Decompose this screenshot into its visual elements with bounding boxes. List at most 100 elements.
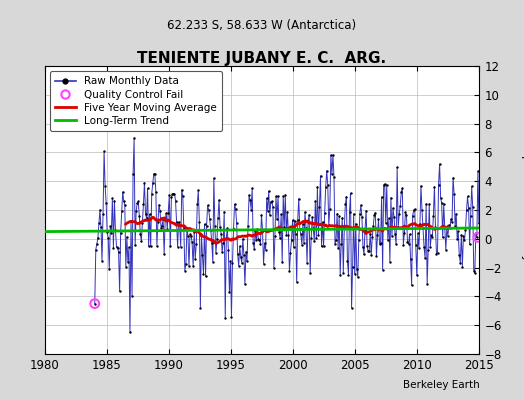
Point	[329, 152, 337, 158]
Point	[312, 235, 321, 241]
Point	[130, 135, 138, 141]
Point	[186, 231, 194, 238]
Point	[392, 241, 400, 247]
Point	[341, 201, 350, 208]
Point	[216, 224, 224, 230]
Point	[164, 210, 172, 216]
Point	[228, 260, 237, 266]
Point	[103, 229, 112, 236]
Point	[321, 210, 329, 217]
Point	[361, 226, 369, 233]
Point	[435, 161, 444, 167]
Point	[214, 215, 222, 221]
Point	[237, 260, 246, 266]
Point	[378, 267, 387, 273]
Point	[156, 207, 164, 214]
Point	[306, 270, 314, 276]
Point	[109, 245, 117, 251]
Point	[206, 226, 215, 233]
Point	[419, 225, 427, 232]
Point	[139, 201, 148, 207]
Point	[93, 241, 101, 247]
Point	[310, 238, 319, 245]
Point	[131, 242, 139, 248]
Point	[196, 304, 204, 311]
Point	[335, 213, 343, 220]
Point	[387, 194, 395, 201]
Point	[405, 241, 413, 247]
Point	[326, 152, 335, 158]
Point	[248, 185, 256, 192]
Y-axis label: Temperature Anomaly (°C): Temperature Anomaly (°C)	[521, 131, 524, 289]
Point	[347, 305, 356, 311]
Point	[261, 246, 270, 253]
Point	[441, 224, 449, 231]
Point	[274, 193, 282, 200]
Point	[340, 224, 348, 230]
Point	[363, 243, 372, 249]
Point	[208, 239, 216, 246]
Point	[224, 246, 233, 253]
Point	[280, 224, 288, 230]
Point	[395, 211, 403, 217]
Point	[375, 240, 384, 247]
Point	[398, 185, 407, 192]
Point	[418, 207, 426, 214]
Point	[264, 208, 272, 214]
Point	[301, 209, 309, 215]
Point	[446, 225, 454, 231]
Point	[94, 235, 102, 241]
Point	[254, 236, 263, 243]
Point	[204, 206, 213, 213]
Point	[193, 201, 201, 208]
Point	[176, 221, 184, 228]
Point	[194, 187, 202, 194]
Text: 62.233 S, 58.633 W (Antarctica): 62.233 S, 58.633 W (Antarctica)	[168, 20, 356, 32]
Point	[244, 223, 252, 229]
Point	[99, 211, 107, 217]
Point	[459, 233, 467, 239]
Point	[235, 262, 243, 269]
Point	[323, 182, 332, 188]
Point	[96, 207, 104, 213]
Point	[222, 235, 231, 242]
Point	[364, 248, 373, 255]
Point	[215, 197, 223, 203]
Point	[344, 271, 353, 278]
Point	[294, 196, 303, 202]
Point	[148, 191, 156, 197]
Point	[339, 270, 347, 276]
Point	[154, 219, 162, 226]
Point	[462, 207, 471, 213]
Point	[309, 225, 318, 231]
Point	[260, 240, 269, 246]
Point	[412, 272, 421, 279]
Point	[149, 171, 158, 177]
Point	[219, 240, 227, 246]
Point	[147, 243, 155, 249]
Point	[337, 241, 345, 247]
Point	[135, 213, 144, 219]
Point	[101, 183, 110, 189]
Point	[197, 231, 205, 237]
Point	[150, 170, 159, 177]
Legend: Raw Monthly Data, Quality Control Fail, Five Year Moving Average, Long-Term Tren: Raw Monthly Data, Quality Control Fail, …	[50, 71, 222, 131]
Point	[114, 249, 123, 255]
Point	[318, 243, 326, 250]
Point	[457, 232, 465, 238]
Point	[429, 213, 438, 219]
Point	[409, 212, 417, 219]
Point	[381, 220, 390, 226]
Point	[247, 206, 255, 213]
Point	[386, 258, 394, 265]
Point	[225, 289, 234, 295]
Point	[253, 226, 261, 232]
Point	[217, 231, 225, 237]
Point	[185, 263, 193, 270]
Point	[161, 217, 169, 223]
Point	[299, 221, 307, 227]
Point	[282, 232, 290, 238]
Point	[452, 210, 461, 217]
Point	[451, 223, 460, 230]
Point	[380, 181, 389, 187]
